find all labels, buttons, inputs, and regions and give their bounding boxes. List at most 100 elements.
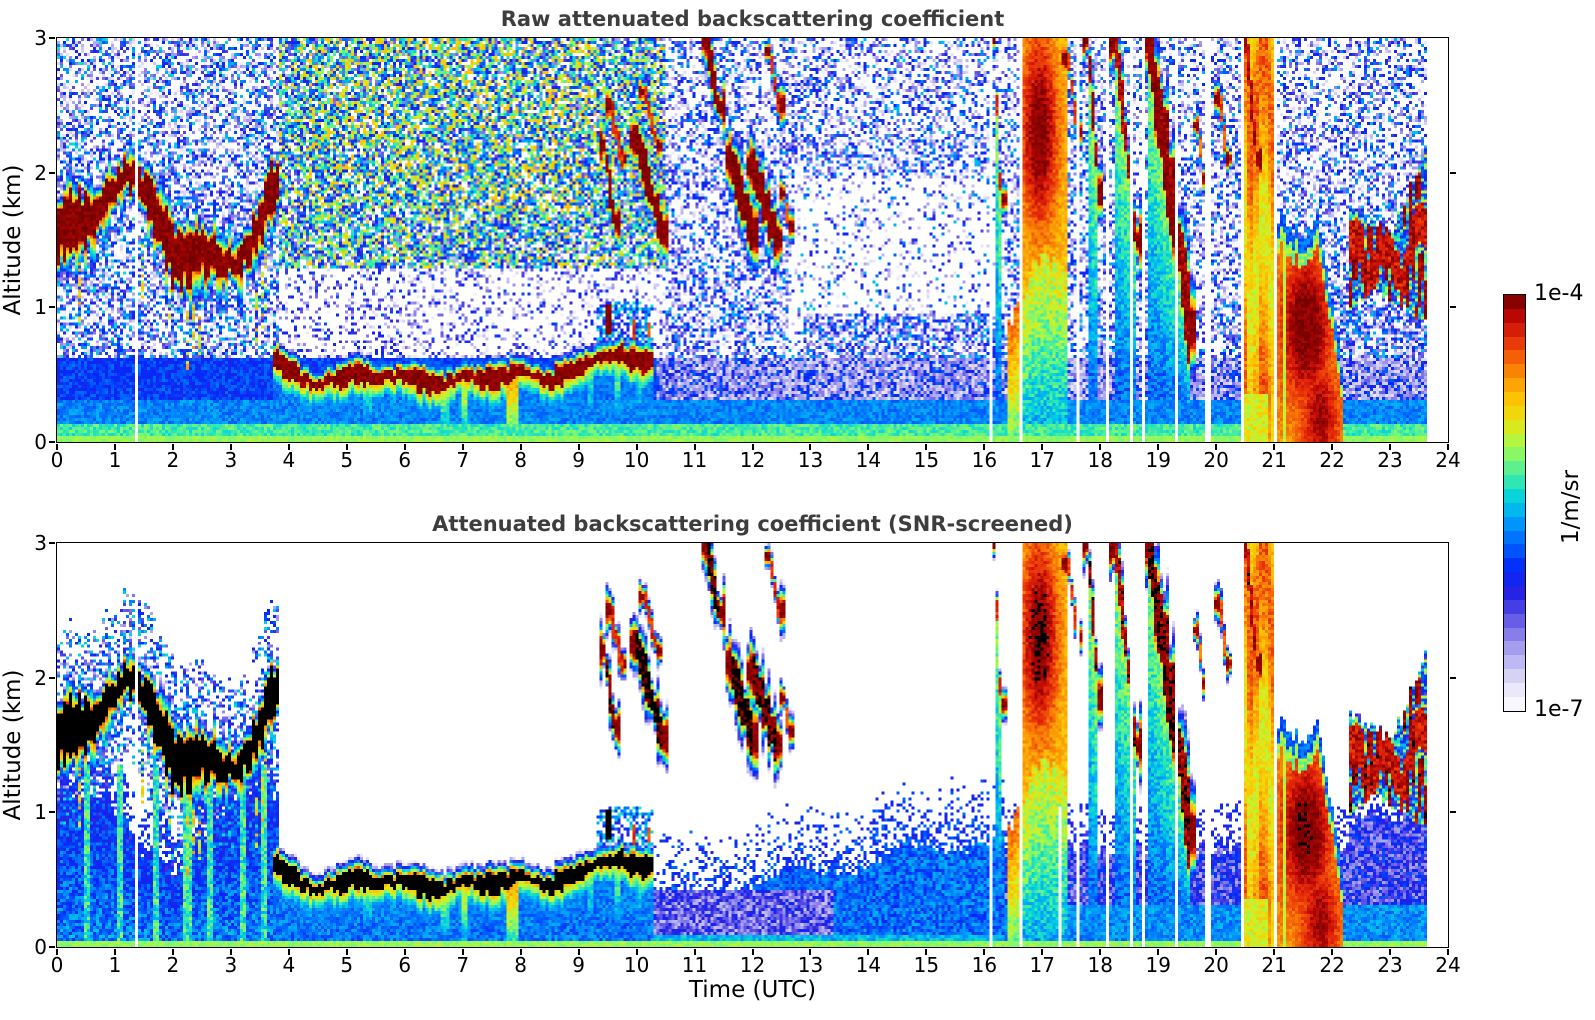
x-tick-label: 2 (166, 448, 180, 472)
screened-heatmap-canvas (57, 543, 1448, 947)
x-tick (577, 949, 580, 955)
y-tick-label: 0 (34, 935, 47, 959)
colorbar-segment (1504, 627, 1525, 642)
colorbar-segment (1504, 516, 1525, 531)
y-tick-label: 1 (34, 800, 47, 825)
x-tick (113, 949, 116, 955)
colorbar-segment (1504, 669, 1525, 684)
x-tick-label: 18 (1087, 953, 1113, 977)
x-tick (403, 444, 406, 450)
x-tick-label: 10 (623, 953, 650, 977)
x-tick (925, 949, 928, 955)
x-tick-label: 8 (514, 448, 528, 472)
colorbar-segment (1504, 475, 1525, 490)
x-tick (1099, 444, 1102, 450)
x-tick-label: 20 (1203, 448, 1229, 472)
x-tick-label: 9 (572, 953, 585, 977)
x-tick (1331, 444, 1334, 450)
colorbar-segment (1504, 308, 1525, 323)
x-tick-label: 19 (1145, 448, 1171, 472)
x-tick (519, 949, 522, 955)
x-tick (1157, 444, 1160, 450)
x-tick-label: 11 (681, 953, 708, 977)
y-tick-label: 2 (34, 160, 47, 185)
x-tick (461, 444, 464, 450)
colorbar-min-label: 1e-7 (1534, 697, 1584, 722)
x-tick (577, 444, 580, 450)
colorbar-segment (1504, 683, 1525, 697)
x-tick-label: 13 (797, 953, 824, 977)
colorbar-segment (1504, 599, 1525, 614)
x-tick (345, 444, 348, 450)
y-tick (49, 676, 55, 679)
x-tick-label: 21 (1261, 448, 1287, 472)
x-tick (56, 949, 58, 955)
y-tick (49, 811, 55, 814)
y-tick (49, 171, 55, 174)
x-tick-label: 1 (108, 448, 122, 472)
x-tick (403, 949, 406, 955)
y-tick-label: 1 (34, 295, 47, 320)
x-tick-label: 23 (1377, 953, 1403, 977)
x-tick (983, 444, 986, 450)
x-tick (867, 444, 870, 450)
screened-title: Attenuated backscattering coefficient (S… (432, 512, 1073, 536)
colorbar-segment (1504, 502, 1525, 517)
x-tick-label: 24 (1435, 448, 1461, 472)
colorbar-max-label: 1e-4 (1534, 281, 1584, 306)
x-tick (635, 444, 638, 450)
colorbar-segment (1504, 364, 1525, 379)
x-tick (809, 444, 812, 450)
y-tick-label: 0 (34, 430, 47, 454)
colorbar-segment (1504, 392, 1525, 406)
x-tick (635, 949, 638, 955)
colorbar (1503, 294, 1526, 712)
x-tick-label: 5 (340, 953, 354, 977)
raw-title: Raw attenuated backscattering coefficien… (500, 7, 1005, 31)
y-tick-right (1450, 811, 1456, 814)
y-tick-label: 2 (34, 665, 47, 690)
x-tick-label: 6 (398, 953, 412, 977)
x-tick-label: 3 (224, 448, 238, 472)
x-tick (1041, 444, 1044, 450)
x-tick-label: 22 (1319, 953, 1345, 977)
y-tick (49, 37, 55, 39)
y-tick (49, 946, 55, 948)
y-tick-right (1450, 306, 1456, 309)
x-tick (287, 949, 290, 955)
x-tick (1099, 949, 1102, 955)
y-tick (49, 306, 55, 309)
colorbar-segment (1504, 461, 1525, 476)
x-tick (461, 949, 464, 955)
colorbar-segment (1504, 405, 1525, 420)
x-tick-label: 0 (50, 448, 64, 472)
x-tick (1041, 949, 1044, 955)
x-tick (1447, 949, 1449, 955)
x-tick (751, 949, 754, 955)
x-tick-label: 11 (681, 448, 708, 472)
x-tick-label: 14 (855, 953, 882, 977)
x-tick-label: 4 (282, 953, 296, 977)
x-tick (751, 444, 754, 450)
colorbar-segment (1504, 655, 1525, 670)
x-tick (345, 949, 348, 955)
raw-heatmap-canvas (57, 38, 1448, 442)
x-tick-label: 19 (1145, 953, 1171, 977)
x-tick-label: 5 (340, 448, 354, 472)
time-axis-label: Time (UTC) (688, 977, 817, 1003)
x-tick (171, 949, 174, 955)
x-tick-label: 10 (623, 448, 650, 472)
x-tick-label: 7 (456, 953, 470, 977)
x-tick-label: 12 (739, 953, 766, 977)
x-tick (809, 949, 812, 955)
x-tick-label: 23 (1377, 448, 1403, 472)
y-tick-label: 3 (34, 531, 47, 555)
x-tick (519, 444, 522, 450)
raw-plot: Raw attenuated backscattering coefficien… (0, 7, 1461, 470)
y-tick (49, 441, 55, 443)
x-tick-label: 7 (456, 448, 470, 472)
x-tick-label: 9 (572, 448, 585, 472)
x-tick-label: 20 (1203, 953, 1229, 977)
colorbar-segment (1504, 378, 1525, 393)
